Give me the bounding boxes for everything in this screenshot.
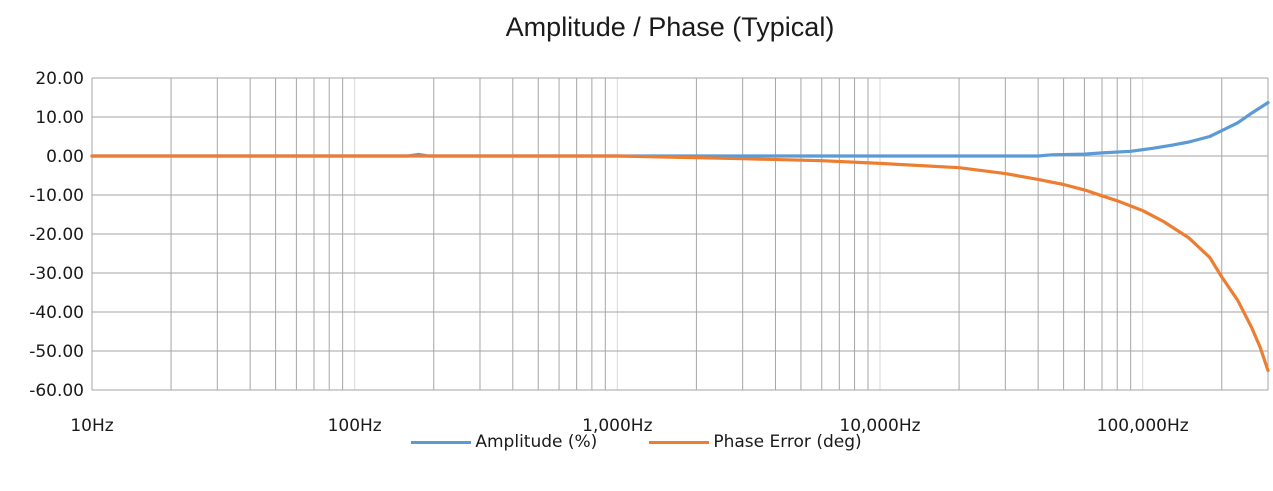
legend-label-amplitude: Amplitude (%) [475,432,598,452]
y-tick-label: 0.00 [46,147,84,167]
x-tick-label: 100Hz [328,416,382,436]
legend-item-amplitude: Amplitude (%) [411,432,597,452]
legend-swatch-phase-error [649,440,710,444]
series-line-phase-error [90,154,1270,373]
y-tick-label: 20.00 [35,69,84,89]
x-tick-label: 10Hz [70,416,113,436]
x-tick-label: 1,000Hz [582,416,652,436]
x-tick-label: 100,000Hz [1097,416,1189,436]
legend-item-phase-error: Phase Error (deg) [649,432,862,452]
y-tick-label: -50.00 [29,342,84,362]
x-tick-label: 10,000Hz [839,416,920,436]
y-axis-tick-labels: 20.00 10.00 0.00 -10.00 -20.00 -30.00 -40.00 -5… [29,69,84,401]
series-line-amplitude [90,100,1270,158]
chart-legend: Amplitude (%) Phase Error (deg) [0,432,1273,452]
legend-swatch-amplitude [411,440,472,444]
y-tick-label: -10.00 [29,186,84,206]
y-tick-label: 10.00 [35,108,84,128]
x-axis-tick-labels: 10Hz 100Hz 1,000Hz 10,000Hz 100,000Hz [70,416,1188,436]
chart-title: Amplitude / Phase (Typical) [505,12,835,42]
y-tick-label: -60.00 [29,381,84,401]
y-tick-label: -30.00 [29,264,84,284]
legend-label-phase-error: Phase Error (deg) [713,432,862,452]
y-tick-label: -20.00 [29,225,84,245]
major-gridlines [91,77,1269,391]
y-tick-label: -40.00 [29,303,84,323]
series-lines [90,100,1270,373]
